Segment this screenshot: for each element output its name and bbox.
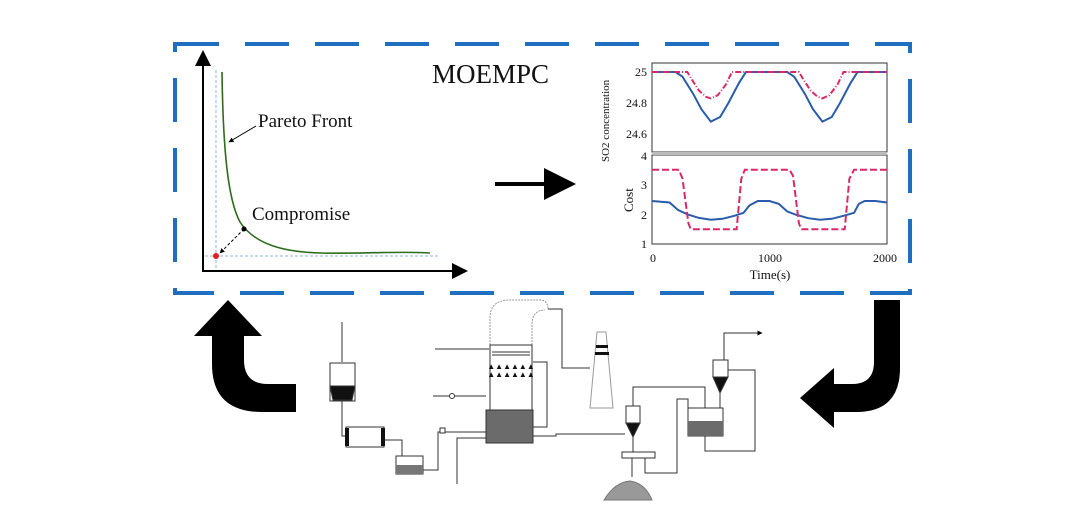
control-arrow-down-icon bbox=[800, 300, 900, 428]
absorber-tower bbox=[489, 344, 533, 411]
cost-series-dashed-line bbox=[652, 168, 887, 231]
moempc-frame bbox=[173, 42, 912, 295]
cost-ytick: 4 bbox=[641, 149, 647, 163]
so2-ytick: 24.6 bbox=[626, 127, 647, 141]
hopper-fill bbox=[329, 385, 356, 401]
chimney bbox=[589, 331, 614, 409]
so2-ylabel: SO2 concentration bbox=[600, 79, 612, 162]
hydrocyclone bbox=[625, 405, 641, 424]
clean-gas-line bbox=[548, 308, 590, 369]
hopper-outlet-line bbox=[341, 401, 346, 437]
xtick: 1000 bbox=[758, 251, 782, 265]
svg-text:▲▲▲▲▲▲: ▲▲▲▲▲▲ bbox=[487, 370, 535, 379]
so2-ytick: 25 bbox=[635, 65, 647, 79]
so2-ytick: 24.8 bbox=[626, 96, 647, 110]
xtick: 0 bbox=[650, 251, 656, 265]
cost-ytick: 1 bbox=[641, 237, 647, 251]
pareto-plot: Pareto Front Compromise bbox=[195, 50, 468, 279]
so2-plot-frame bbox=[651, 62, 888, 153]
overflow-line bbox=[632, 386, 706, 408]
pareto-front-curve bbox=[221, 71, 431, 255]
so2-series-dashed-line bbox=[652, 71, 887, 100]
feedback-arrow-up-icon bbox=[194, 300, 296, 412]
waste-hydrocyclone bbox=[712, 359, 729, 378]
x-axis-label: Time(s) bbox=[750, 267, 791, 282]
slurry-feed-line bbox=[423, 431, 486, 471]
pareto-front-label: Pareto Front bbox=[258, 111, 353, 132]
compromise-point bbox=[213, 253, 219, 259]
compromise-pointer bbox=[219, 228, 245, 254]
cost-plot-frame bbox=[651, 154, 888, 245]
recirculation-line bbox=[533, 361, 548, 428]
flue-duct bbox=[489, 299, 549, 345]
so2-series-solid-line bbox=[652, 71, 887, 123]
waste-water-outlet bbox=[723, 330, 763, 360]
result-charts: 25 24.8 24.6 SO2 concentration 4 3 2 1 C… bbox=[600, 62, 897, 282]
cost-series-solid-line bbox=[651, 200, 888, 221]
cost-ytick: 3 bbox=[641, 178, 647, 192]
gypsum-slurry-line bbox=[533, 433, 625, 437]
compromise-label: Compromise bbox=[252, 204, 350, 225]
tank-return-line bbox=[704, 369, 756, 452]
absorber-sump bbox=[485, 409, 534, 444]
belt-filter bbox=[621, 451, 656, 459]
mill-outlet-line bbox=[385, 439, 403, 458]
gypsum-pile bbox=[603, 480, 653, 501]
cost-ytick: 2 bbox=[641, 208, 647, 222]
moempc-title: MOEMPC bbox=[432, 59, 549, 89]
pareto-front-pointer bbox=[228, 125, 257, 143]
desulfurization-plant: ▲▲▲▲▲▲ ▲▲▲▲▲▲ bbox=[329, 299, 763, 501]
plot-separator bbox=[652, 152, 887, 155]
cost-ylabel: Cost bbox=[621, 188, 636, 212]
xtick: 2000 bbox=[873, 251, 897, 265]
svg-text:▲▲▲▲▲▲: ▲▲▲▲▲▲ bbox=[487, 362, 535, 371]
water-line bbox=[456, 437, 486, 484]
filtrate-line bbox=[644, 398, 689, 474]
ball-mill bbox=[345, 426, 385, 448]
